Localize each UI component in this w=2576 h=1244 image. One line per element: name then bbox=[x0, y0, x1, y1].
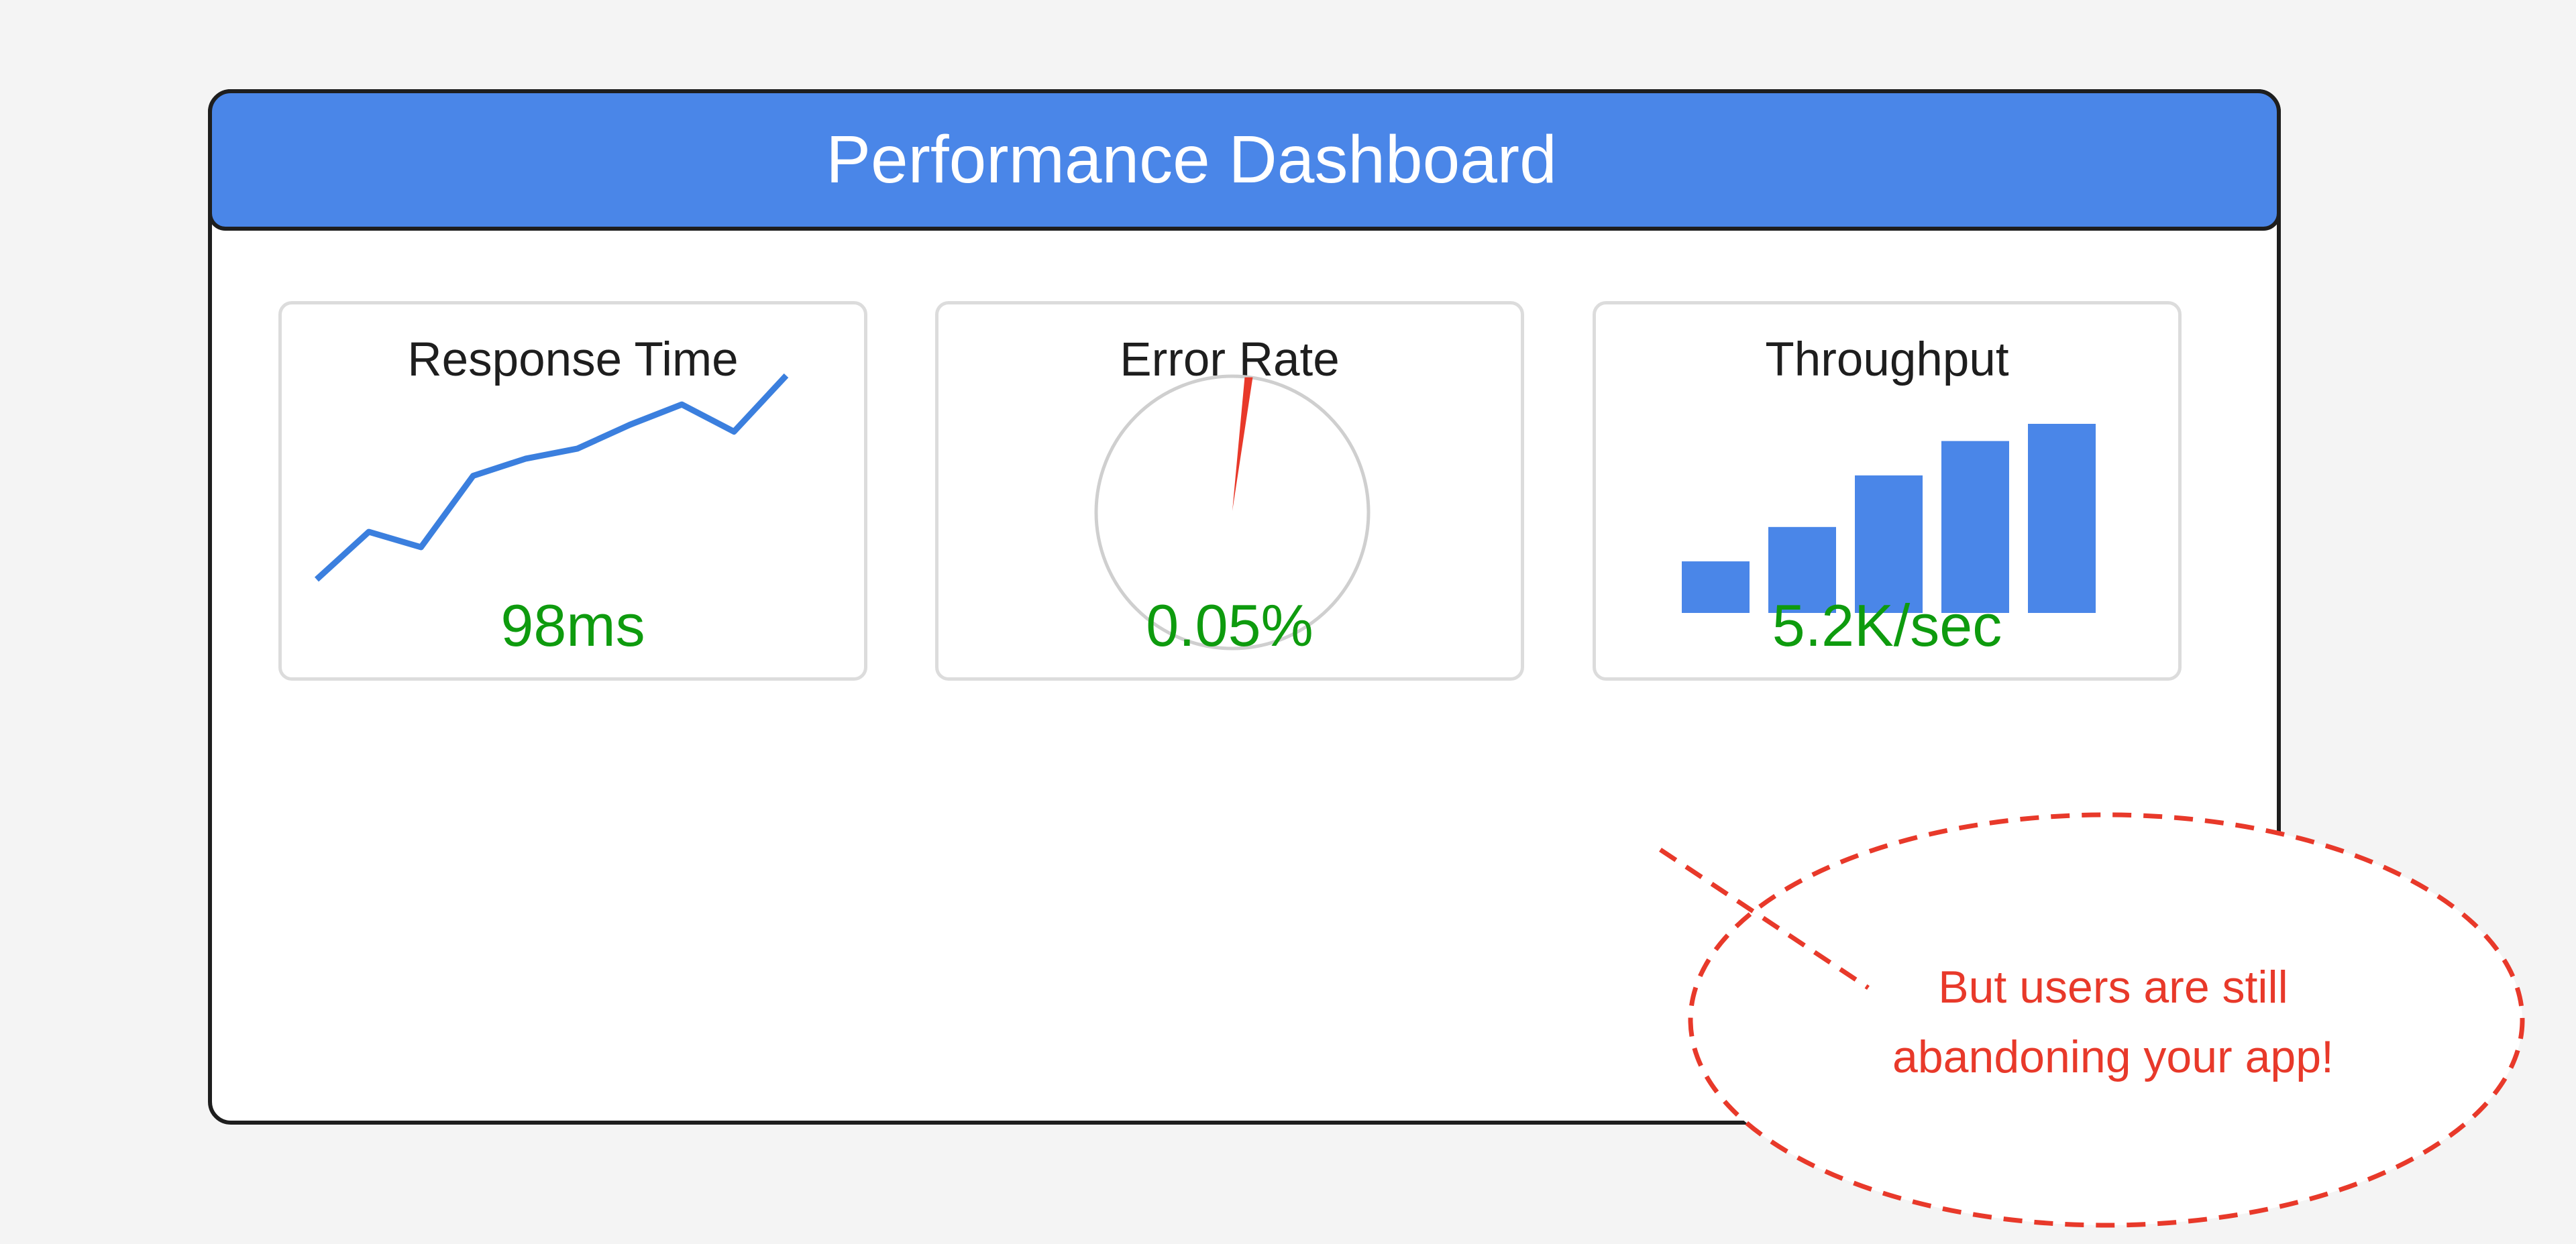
error-rate-value: 0.05% bbox=[1146, 592, 1313, 659]
error-rate-gauge bbox=[1094, 374, 1371, 651]
throughput-bar-chart bbox=[1682, 424, 2096, 613]
page-title: Performance Dashboard bbox=[826, 122, 1557, 197]
gauge-ring bbox=[1094, 374, 1371, 651]
callout-pointer bbox=[1659, 848, 1870, 990]
response-time-title: Response Time bbox=[407, 333, 739, 386]
response-time-line-chart bbox=[314, 373, 789, 582]
response-time-line bbox=[314, 373, 789, 582]
throughput-bar bbox=[2028, 424, 2096, 613]
throughput-bar bbox=[1768, 526, 1836, 613]
throughput-bar bbox=[1682, 561, 1750, 613]
callout-line-1: But users are still bbox=[1938, 962, 2288, 1013]
throughput-bar bbox=[1941, 441, 2009, 613]
dashboard-panel: Performance Dashboard Response Time 98ms… bbox=[208, 89, 2281, 1125]
error-rate-card: Error Rate 0.05% bbox=[935, 301, 1524, 681]
throughput-title: Throughput bbox=[1765, 333, 2009, 386]
callout-ellipse bbox=[1688, 812, 2525, 1228]
throughput-value: 5.2K/sec bbox=[1772, 592, 2002, 659]
response-time-value: 98ms bbox=[500, 592, 645, 659]
response-time-card: Response Time 98ms bbox=[278, 301, 867, 681]
callout-text: But users are still abandoning your app! bbox=[1811, 952, 2415, 1092]
throughput-bar bbox=[1855, 475, 1923, 613]
throughput-card: Throughput 5.2K/sec bbox=[1593, 301, 2182, 681]
dashboard-header: Performance Dashboard bbox=[208, 89, 2281, 231]
callout-line-2: abandoning your app! bbox=[1892, 1031, 2334, 1082]
